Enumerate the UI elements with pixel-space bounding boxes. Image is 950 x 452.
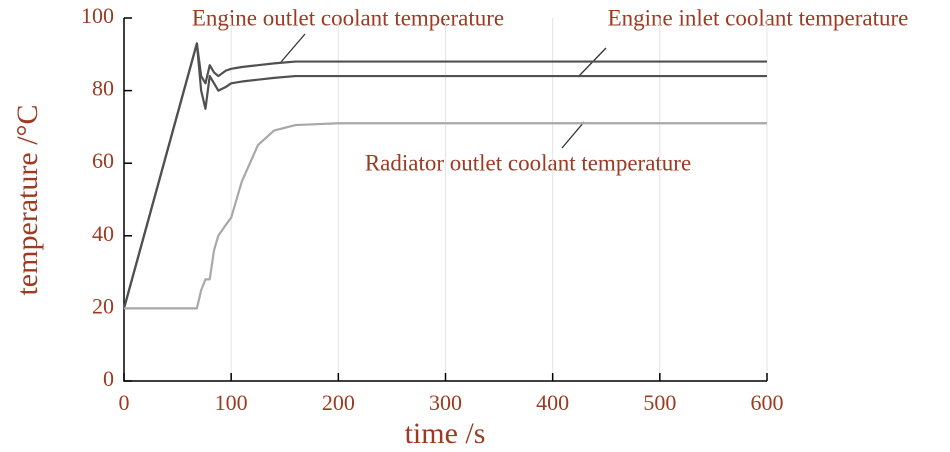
y-tick-label: 100 bbox=[81, 3, 114, 28]
y-axis-label: temperature /°C bbox=[11, 104, 44, 295]
axes bbox=[123, 18, 767, 382]
x-axis-label: time /s bbox=[405, 417, 486, 450]
line-series bbox=[124, 122, 767, 310]
y-tick-label: 40 bbox=[92, 221, 114, 246]
annotation: Engine outlet coolant temperature bbox=[192, 5, 504, 30]
line-series bbox=[122, 42, 767, 309]
y-tick-label: 80 bbox=[92, 76, 114, 101]
x-tick-label: 600 bbox=[751, 390, 784, 415]
y-tick-label: 0 bbox=[103, 366, 114, 391]
annotation: Engine inlet coolant temperature bbox=[608, 5, 909, 30]
x-tick-label: 0 bbox=[119, 390, 130, 415]
leader-line bbox=[280, 33, 306, 63]
y-tick-label: 60 bbox=[92, 148, 114, 173]
x-tick-label: 500 bbox=[643, 390, 676, 415]
x-tick-label: 200 bbox=[322, 390, 355, 415]
annotation: Radiator outlet coolant temperature bbox=[365, 150, 691, 175]
y-tick-label: 20 bbox=[92, 293, 114, 318]
line-series bbox=[122, 42, 767, 309]
leader-line bbox=[561, 121, 585, 149]
x-tick-label: 100 bbox=[215, 390, 248, 415]
x-tick-label: 300 bbox=[429, 390, 462, 415]
x-tick-label: 400 bbox=[536, 390, 569, 415]
